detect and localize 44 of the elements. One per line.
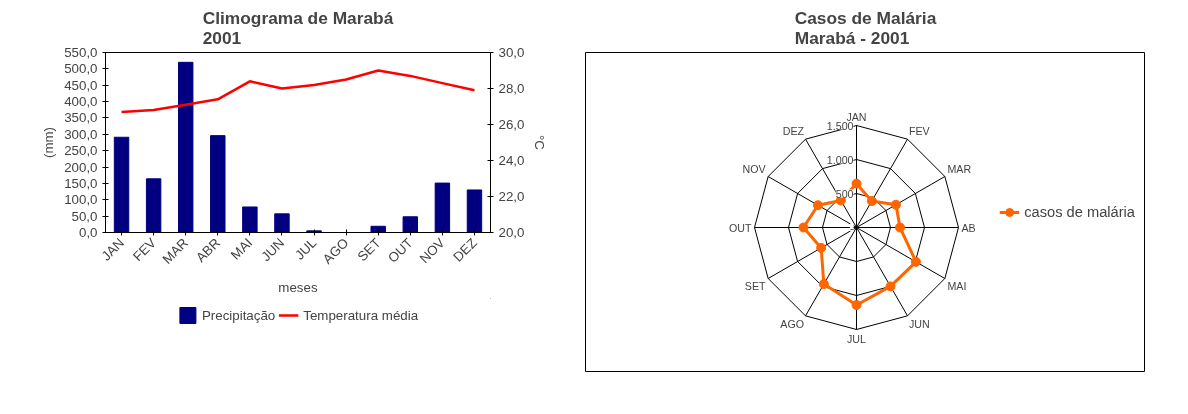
chart-subtitle: 2001 [202, 27, 242, 48]
x-tick-label: MAI [227, 235, 256, 263]
legend-label: Precipitação [201, 307, 276, 323]
y2-tick-label: 22,0 [498, 189, 525, 204]
y-tick-label: 400,0 [64, 94, 98, 110]
spoke-label: AGO [780, 318, 804, 331]
chart-title: Climograma de Marabá [202, 7, 394, 28]
spoke-label: FEV [909, 124, 931, 137]
y-tick-label: 500,0 [64, 61, 98, 77]
chart-subtitle: Marabá - 2001 [794, 27, 910, 48]
y2-tick-label: 26,0 [498, 117, 525, 132]
y-tick-label: 1.000 [826, 153, 854, 166]
y-tick-label: 300,0 [64, 126, 98, 142]
y-tick-label: 550,0 [64, 45, 98, 60]
y-tick-label: 0,0 [78, 225, 98, 240]
y-tick-label: 250,0 [64, 143, 98, 159]
y-tick-label: 150,0 [64, 175, 98, 191]
y-tick-label: 200,0 [64, 159, 98, 175]
y-tick-label: 50,0 [71, 208, 98, 224]
spoke-label: MAI [947, 280, 967, 292]
spoke-label: NOV [742, 163, 767, 175]
spoke-label: JUN [909, 318, 930, 331]
y-tick-label: 350,0 [64, 110, 98, 126]
x-axis-title: meses [278, 280, 318, 296]
y2-tick-label: 30,0 [498, 45, 525, 60]
legend-label: Temperatura média [303, 307, 419, 323]
x-tick-label: JUL [291, 235, 320, 263]
spoke-label: SET [744, 280, 767, 292]
spoke-label: JUL [847, 332, 867, 345]
y-tick-label: 450,0 [64, 77, 98, 93]
y2-tick-label: 28,0 [498, 81, 525, 96]
y-tick-label: 100,0 [64, 192, 98, 208]
y2-tick-label: 20,0 [498, 225, 525, 240]
y2-tick-label: 24,0 [498, 153, 525, 168]
y2-axis-title: °C [532, 135, 548, 151]
chart-title: Casos de Malária [794, 7, 937, 28]
y-tick-label: - [849, 221, 854, 234]
y-axis-title: (mm) [41, 126, 57, 159]
spoke-label: AB [961, 221, 976, 234]
spoke-label: MAR [947, 163, 972, 175]
y-tick-label: 500 [835, 187, 854, 200]
spoke-label: OUT [729, 221, 752, 234]
spoke-label: DEZ [782, 124, 805, 137]
legend-label: casos de malária [1024, 204, 1135, 220]
